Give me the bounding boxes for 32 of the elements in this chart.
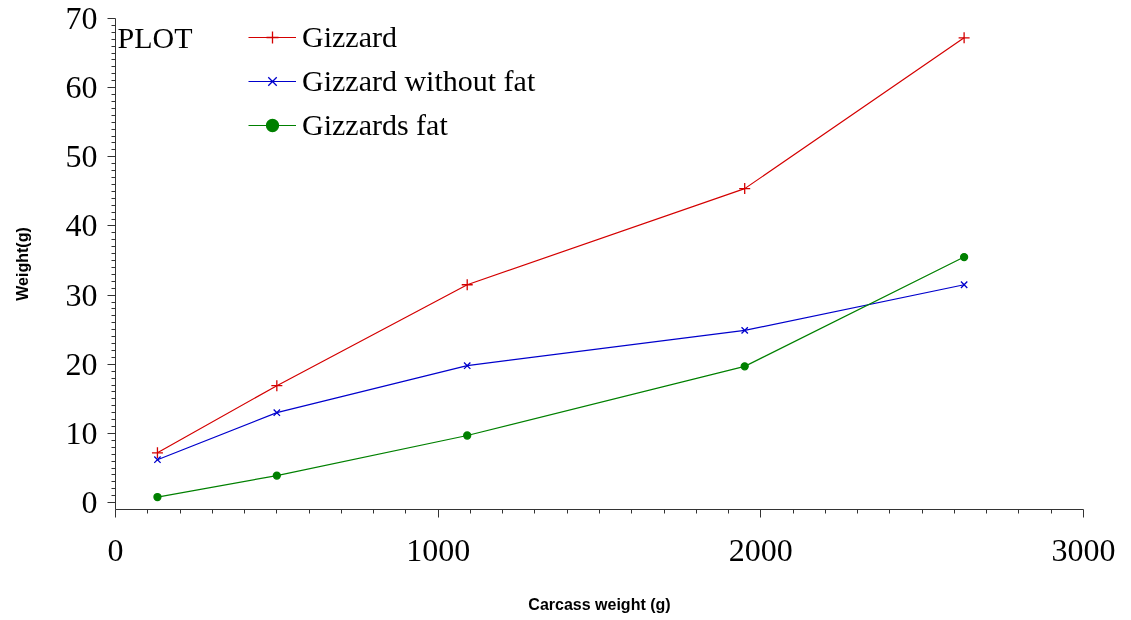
y-tick-label: 60: [65, 69, 98, 106]
y-tick-label: 70: [65, 0, 98, 36]
x-axis-title: Carcass weight (g): [528, 595, 671, 613]
point: [740, 362, 749, 371]
point: [463, 431, 472, 440]
y-tick-label: 0: [81, 484, 98, 521]
y-axis-title: Weight(g): [13, 227, 31, 301]
y-tick-label: 10: [65, 414, 98, 451]
point: [960, 280, 968, 289]
point: [959, 252, 969, 262]
point: [270, 379, 283, 392]
legend-title: PLOT: [117, 21, 193, 54]
point: [463, 361, 472, 370]
point: [272, 471, 281, 480]
point: [151, 446, 164, 459]
y-tick-label: 50: [65, 138, 98, 175]
legend-label: Gizzard without fat: [302, 63, 536, 99]
point: [957, 31, 971, 45]
x-tick-label: 1000: [406, 531, 471, 568]
legend-label: Gizzard: [302, 19, 397, 55]
y-tick-label: 20: [65, 345, 98, 382]
x-tick-label: 0: [107, 531, 124, 568]
y-tick-label: 30: [65, 276, 98, 313]
point: [461, 278, 474, 291]
legend-label: Gizzards fat: [302, 107, 448, 143]
x-tick-label: 2000: [728, 531, 793, 568]
point: [153, 455, 162, 464]
y-tick-label: 40: [65, 207, 98, 244]
point: [273, 408, 281, 417]
point: [738, 182, 751, 195]
x-tick-label: 3000: [1051, 531, 1116, 568]
point: [153, 492, 162, 502]
